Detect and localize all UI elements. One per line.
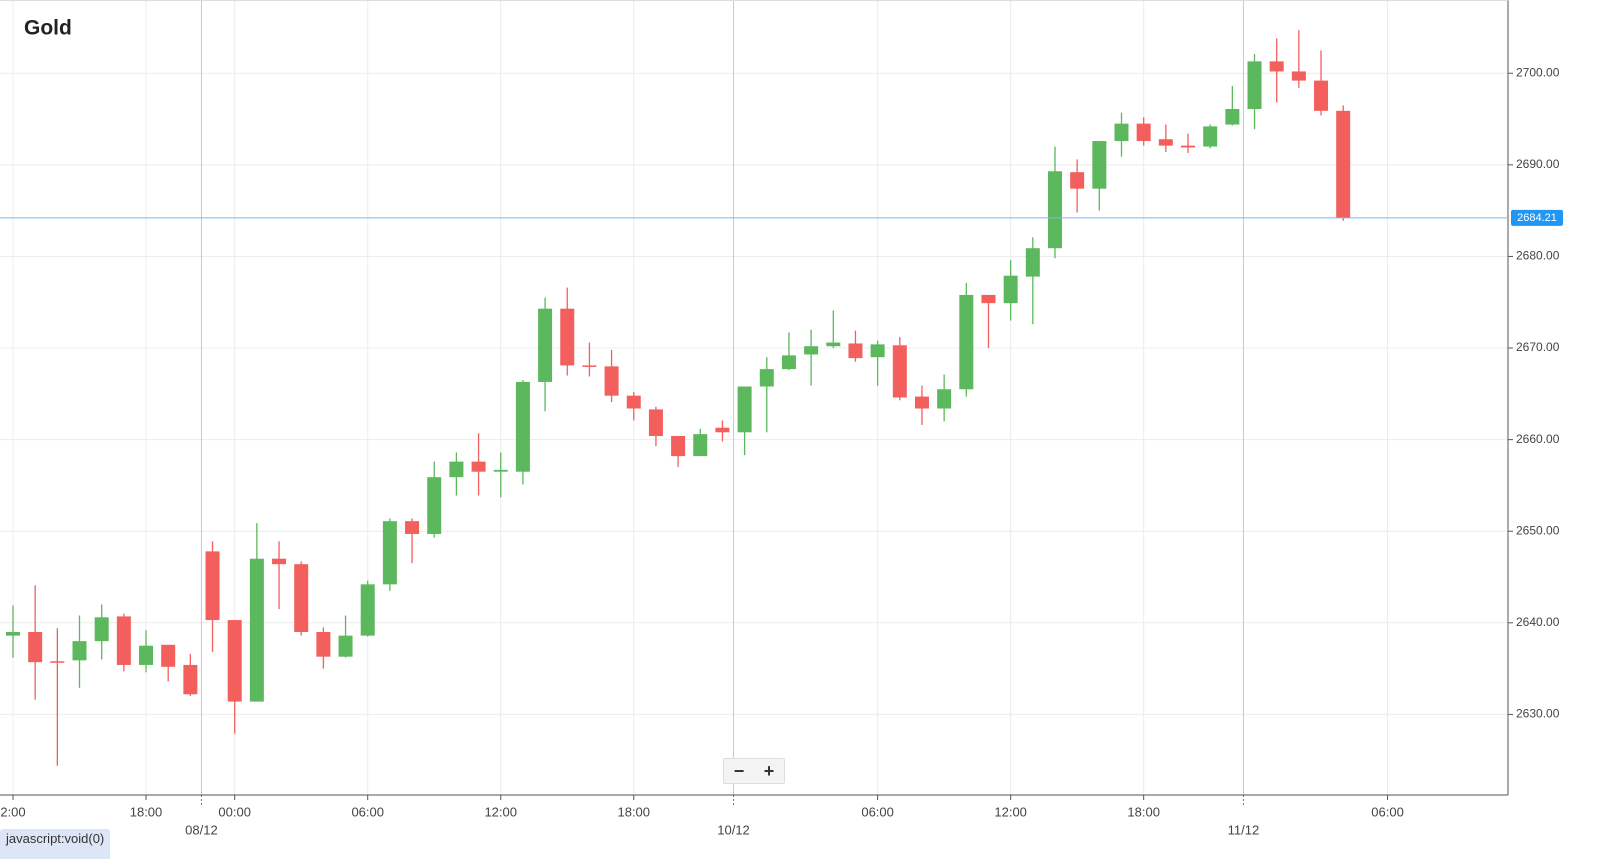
status-bar: javascript:void(0) xyxy=(0,829,111,859)
y-tick-label: 2640.00 xyxy=(1516,615,1560,629)
candle-body xyxy=(1136,123,1151,142)
zoom-out-button[interactable]: − xyxy=(733,761,745,781)
candle-body xyxy=(116,616,131,665)
candle-body xyxy=(515,381,530,472)
candle-body xyxy=(1114,123,1129,142)
candle-body xyxy=(427,477,442,534)
candle-body xyxy=(737,386,752,433)
candle-body xyxy=(1158,139,1173,146)
candle-body xyxy=(227,620,242,702)
candle-body xyxy=(1181,145,1196,148)
candle-body xyxy=(272,558,287,565)
candle-body xyxy=(981,294,996,304)
candle-body xyxy=(848,343,863,359)
y-tick-label: 2700.00 xyxy=(1516,65,1560,79)
candle-body xyxy=(1203,126,1218,147)
candle-body xyxy=(382,521,397,585)
y-tick-label: 2660.00 xyxy=(1516,432,1560,446)
x-tick-label: 18:00 xyxy=(1127,804,1160,819)
candle-body xyxy=(1247,61,1262,109)
candle-body xyxy=(1225,108,1240,125)
y-tick-label: 2690.00 xyxy=(1516,157,1560,171)
candle-body xyxy=(781,355,796,370)
date-label: 11/12 xyxy=(1228,822,1260,837)
x-tick-label: 06:00 xyxy=(351,804,384,819)
y-tick-label: 2670.00 xyxy=(1516,340,1560,354)
candle-body xyxy=(1336,110,1351,218)
candle-body xyxy=(294,564,309,632)
candle-body xyxy=(493,469,508,472)
y-tick-label: 2630.00 xyxy=(1516,707,1560,721)
candle-body xyxy=(826,342,841,347)
candle-body xyxy=(582,365,597,367)
candle-body xyxy=(1025,248,1040,277)
candle-body xyxy=(804,346,819,355)
candle-body xyxy=(449,461,464,478)
candle-body xyxy=(648,409,663,436)
candle-body xyxy=(249,558,264,702)
candle-body xyxy=(1092,141,1107,189)
candle-body xyxy=(937,389,952,409)
candle-body xyxy=(6,631,20,636)
candle-body xyxy=(28,631,43,663)
candle-body xyxy=(360,584,375,636)
y-tick-label: 2680.00 xyxy=(1516,249,1560,263)
candle-body xyxy=(715,427,730,433)
candle-body xyxy=(161,644,176,667)
candle-body xyxy=(1269,61,1284,72)
zoom-controls: − + xyxy=(723,758,785,784)
candle-body xyxy=(316,631,331,657)
candle-body xyxy=(892,345,907,398)
candle-body xyxy=(538,308,553,382)
candle-body xyxy=(693,434,708,457)
last-price-badge xyxy=(1511,209,1563,226)
candle-body xyxy=(914,396,929,409)
x-tick-label: 06:00 xyxy=(861,804,894,819)
candle-body xyxy=(759,369,774,387)
candle-body xyxy=(405,521,420,534)
candle-body xyxy=(959,294,974,390)
x-tick-label: 18:00 xyxy=(617,804,650,819)
candle-body xyxy=(50,661,65,663)
candle-body xyxy=(183,664,198,695)
x-tick-label: 12:00 xyxy=(484,804,517,819)
candle-body xyxy=(604,366,619,396)
candle-body xyxy=(1003,275,1018,304)
candle-body xyxy=(671,435,686,457)
candle-body xyxy=(338,635,353,657)
candle-body xyxy=(94,617,109,642)
candle-body xyxy=(139,645,154,665)
grid xyxy=(0,0,1508,795)
last-price-label: 2684.21 xyxy=(1517,212,1557,224)
candle-body xyxy=(72,641,87,661)
x-tick-label: 2:00 xyxy=(0,804,25,819)
candle-body xyxy=(1314,80,1329,111)
x-tick-label: 18:00 xyxy=(130,804,163,819)
candle-body xyxy=(205,551,220,621)
zoom-in-button[interactable]: + xyxy=(763,761,775,781)
date-label: 10/12 xyxy=(717,822,750,837)
candle-body xyxy=(471,461,486,472)
date-label: 08/12 xyxy=(185,822,218,837)
x-tick-label: 06:00 xyxy=(1371,804,1404,819)
x-tick-label: 00:00 xyxy=(218,804,251,819)
candle-body xyxy=(1070,172,1085,189)
candle-body xyxy=(1291,71,1306,81)
y-tick-label: 2650.00 xyxy=(1516,523,1560,537)
candle-body xyxy=(626,395,641,409)
candle-body xyxy=(870,344,885,358)
candle-body xyxy=(1047,171,1062,249)
x-tick-label: 12:00 xyxy=(994,804,1027,819)
chart-title: Gold xyxy=(24,17,72,40)
candle-body xyxy=(560,308,575,366)
